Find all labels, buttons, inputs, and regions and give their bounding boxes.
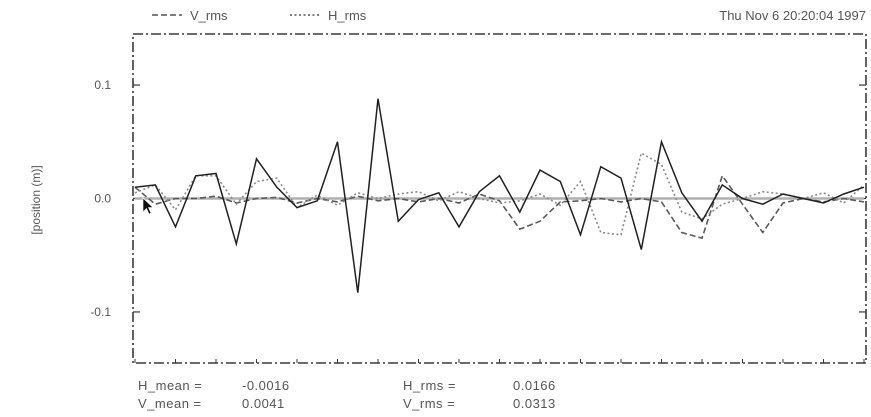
v-mean-key: V_mean = xyxy=(138,396,202,411)
h-mean-value: -0.0016 xyxy=(242,378,290,393)
h-rms-key: H_rms = xyxy=(403,378,456,393)
y-axis-label: [position (m)] xyxy=(29,165,43,234)
v-rms-key: V_rms = xyxy=(403,396,456,411)
series-line-v xyxy=(134,174,865,240)
v-rms-value: 0.0313 xyxy=(513,396,556,411)
legend-h-rms-label: H_rms xyxy=(328,8,367,23)
y-axis-ticks: 0.1 0.0 -0.1 xyxy=(90,78,866,363)
legend-v-rms-label: V_rms xyxy=(190,8,228,23)
h-mean-key: H_mean = xyxy=(138,378,203,393)
h-rms-value: 0.0166 xyxy=(513,378,556,393)
series-group xyxy=(134,98,865,293)
v-mean-value: 0.0041 xyxy=(242,396,285,411)
timestamp: Thu Nov 6 20:20:04 1997 xyxy=(719,8,866,23)
mouse-pointer-icon xyxy=(142,197,154,215)
series-line-position xyxy=(134,98,865,293)
y-tick-label: 0.1 xyxy=(94,78,111,92)
series-line-h xyxy=(134,151,865,236)
y-tick-label: -0.1 xyxy=(90,305,111,319)
y-tick-label: 0.0 xyxy=(94,192,111,206)
legend: V_rms H_rms xyxy=(152,8,367,23)
